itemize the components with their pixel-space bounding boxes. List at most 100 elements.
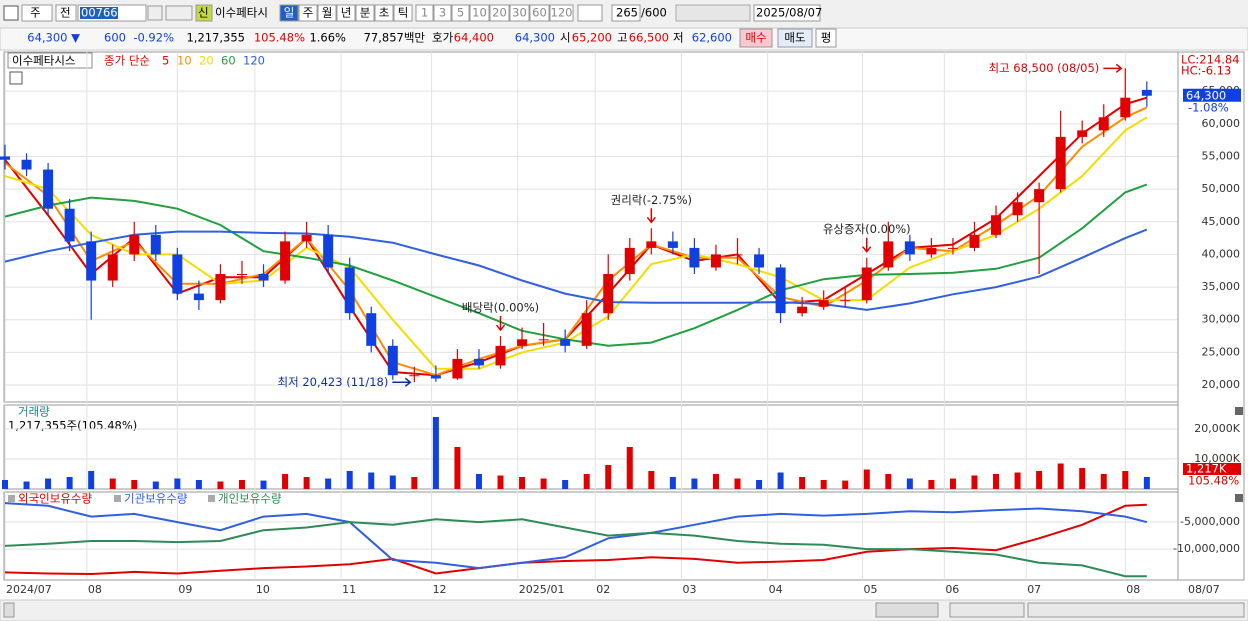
count-dropdown[interactable]	[577, 4, 603, 22]
date-input[interactable]	[753, 4, 821, 22]
extreme-label: 최고 68,500 (08/05)	[988, 61, 1099, 75]
x-tick-label: 02	[596, 583, 610, 596]
x-tick-label: 12	[433, 583, 447, 596]
window-icon[interactable]	[3, 5, 19, 21]
volume-bar	[454, 447, 461, 489]
panel-icon[interactable]	[9, 71, 23, 85]
candle-body	[797, 306, 808, 314]
count-button[interactable]	[509, 4, 530, 22]
volume-bar	[820, 480, 827, 489]
right-axis	[1177, 51, 1245, 581]
y-tick-label: 20,000K	[1194, 422, 1240, 435]
buy-button[interactable]	[739, 28, 773, 48]
zoom-slider[interactable]	[949, 602, 1025, 618]
x-tick-label: 03	[682, 583, 696, 596]
candle-body	[581, 313, 592, 346]
candle-body	[689, 247, 700, 268]
tool-icons[interactable]	[675, 4, 751, 22]
count-button[interactable]	[469, 4, 490, 22]
candle-body	[1034, 189, 1045, 203]
interval-button[interactable]	[336, 4, 356, 22]
volume-bar	[131, 480, 138, 489]
volume-bar	[152, 481, 159, 489]
candle-body	[409, 375, 420, 377]
candle-body	[818, 300, 829, 307]
x-tick-label: 08	[1126, 583, 1140, 596]
legend-swatch	[114, 495, 121, 502]
interval-button[interactable]	[374, 4, 394, 22]
line-series	[4, 503, 1147, 576]
interval-button[interactable]	[279, 4, 299, 22]
candle-body	[926, 247, 937, 255]
scroll-left[interactable]	[3, 602, 15, 618]
y-tick-label: 40,000	[1202, 247, 1241, 260]
last-change: -1.08%	[1188, 100, 1229, 114]
sound-button[interactable]	[165, 5, 193, 21]
interval-button[interactable]	[317, 4, 337, 22]
interval-button[interactable]	[393, 4, 413, 22]
quote-rate: -0.92%	[133, 31, 174, 45]
candle-body	[129, 234, 140, 255]
line-series	[4, 228, 1148, 311]
volume-bar	[519, 477, 526, 489]
candle-body	[560, 339, 571, 346]
candle-body	[107, 254, 118, 281]
candle-body	[538, 339, 549, 341]
volume-bar	[1122, 471, 1129, 489]
y-tick-label: 60,000	[1202, 117, 1241, 130]
volume-bar	[282, 474, 289, 489]
avg-button[interactable]	[815, 28, 837, 48]
volume-bar	[45, 478, 52, 489]
count-button[interactable]	[489, 4, 510, 22]
play-controls[interactable]	[875, 602, 939, 618]
sell-button[interactable]	[777, 28, 813, 48]
y-tick-label: 50,000	[1202, 182, 1241, 195]
candle-body	[215, 274, 226, 301]
quote-bid: 64,300	[515, 31, 555, 45]
volume-bar	[195, 480, 202, 489]
count-button[interactable]	[415, 4, 434, 22]
y-tick-label: 25,000	[1202, 345, 1241, 358]
quote-volume: 1,217,355	[186, 31, 245, 45]
event-label: 유상증자(0.00%)	[823, 222, 911, 236]
count: 20	[492, 6, 507, 20]
panel-close[interactable]	[1235, 407, 1243, 415]
count: 1	[421, 6, 428, 20]
interval-button[interactable]	[298, 4, 318, 22]
panel-close[interactable]	[1235, 494, 1243, 502]
chart-tools[interactable]	[1027, 602, 1245, 618]
search-button[interactable]	[147, 5, 163, 21]
y-tick-label: -5,000,000	[1180, 515, 1240, 528]
prev-button[interactable]	[55, 4, 77, 22]
quote-bar	[0, 27, 1248, 51]
candle-body	[430, 375, 441, 379]
legend-swatch	[208, 495, 215, 502]
volume-bar	[993, 474, 1000, 489]
legend-entry: 20	[199, 54, 214, 68]
code: 007660	[81, 6, 125, 20]
period-select[interactable]	[21, 4, 53, 22]
avg: 평	[821, 31, 832, 45]
candle-body	[172, 254, 183, 294]
interval-button[interactable]	[355, 4, 375, 22]
volume-bar	[756, 480, 763, 489]
quote-ask: 64,400	[454, 31, 494, 45]
bars-input[interactable]	[611, 4, 641, 22]
volume-bar	[260, 480, 267, 489]
volume-bar	[906, 478, 913, 489]
y-tick-label: 30,000	[1202, 313, 1241, 326]
quote-open: 65,200	[572, 31, 612, 45]
volume-bar	[1014, 472, 1021, 489]
badge: 신	[198, 6, 209, 20]
x-tick-label: 2025/01	[519, 583, 565, 596]
stock-name: 이수페타시	[215, 6, 268, 20]
count-button[interactable]	[549, 4, 574, 22]
code-highlight	[80, 7, 118, 19]
count-button[interactable]	[529, 4, 550, 22]
count-button[interactable]	[451, 4, 470, 22]
count-button[interactable]	[433, 4, 452, 22]
candle-body	[732, 254, 743, 256]
badge[interactable]	[195, 4, 213, 22]
x-tick-label: 09	[178, 583, 192, 596]
bars-max: /600	[641, 6, 667, 20]
